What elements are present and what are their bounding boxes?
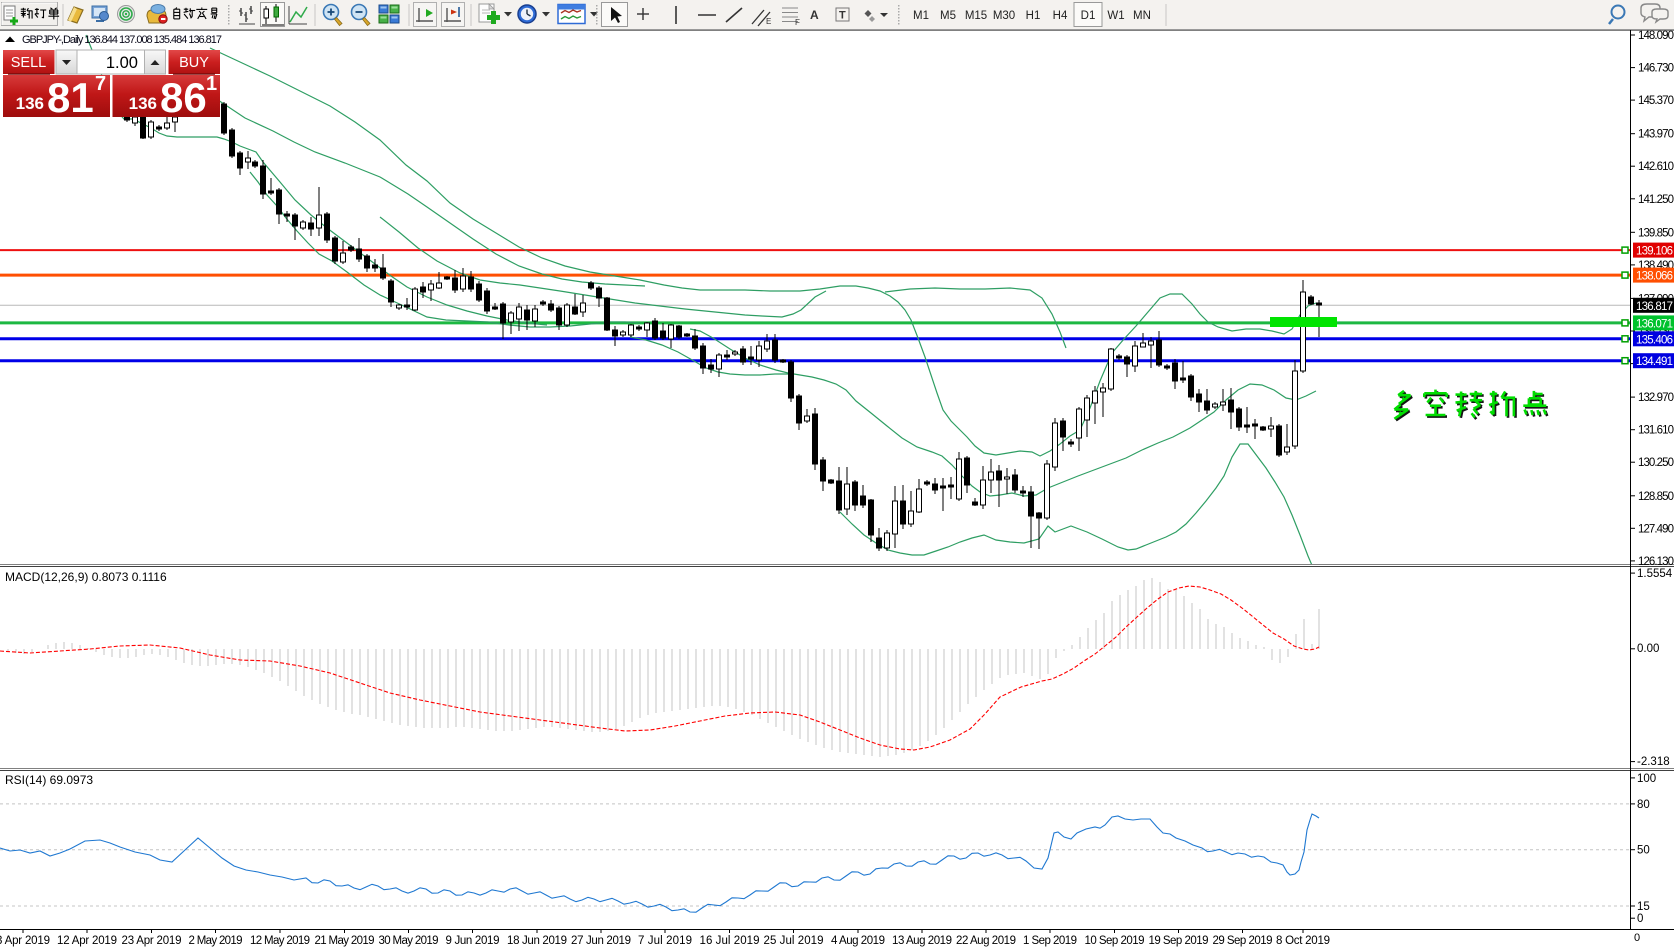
svg-text:M1: M1 [913,10,929,22]
svg-text:D1: D1 [1081,10,1096,22]
svg-text:0.00: 0.00 [1637,643,1659,655]
svg-text:H1: H1 [1026,10,1041,22]
svg-text:131.610: 131.610 [1638,425,1674,437]
svg-text:1.00: 1.00 [106,54,138,72]
svg-text:13 Aug 2019: 13 Aug 2019 [892,935,952,947]
svg-text:127.490: 127.490 [1638,523,1674,535]
svg-text:W1: W1 [1107,10,1124,22]
svg-text:145.370: 145.370 [1638,95,1674,107]
svg-text:139.106: 139.106 [1636,246,1673,258]
svg-text:15: 15 [1637,901,1650,913]
svg-text:1.5554: 1.5554 [1637,568,1673,580]
svg-text:23 Apr 2019: 23 Apr 2019 [122,935,182,947]
svg-text:A: A [810,8,819,22]
svg-text:18 Jun 2019: 18 Jun 2019 [507,935,567,947]
svg-text:29 Sep 2019: 29 Sep 2019 [1213,935,1273,947]
svg-text:1: 1 [206,73,217,95]
svg-text:50: 50 [1637,845,1650,857]
svg-text:128.850: 128.850 [1638,491,1674,503]
svg-text:136.817: 136.817 [1636,301,1673,313]
svg-text:0: 0 [1637,913,1643,925]
svg-text:136: 136 [129,94,157,113]
svg-text:132.970: 132.970 [1638,392,1674,404]
svg-text:GBPJPY-,Daily 136.844 137.008: GBPJPY-,Daily 136.844 137.008 135.484 13… [22,34,222,46]
svg-text:100: 100 [1637,773,1656,785]
svg-text:M5: M5 [940,10,956,22]
svg-text:M15: M15 [965,10,987,22]
svg-text:H4: H4 [1053,10,1068,22]
svg-text:3 Apr 2019: 3 Apr 2019 [0,935,50,947]
svg-text:4 Aug 2019: 4 Aug 2019 [831,935,885,947]
svg-text:130.250: 130.250 [1638,457,1674,469]
svg-text:139.850: 139.850 [1638,227,1674,239]
svg-text:-2.318: -2.318 [1637,756,1670,768]
svg-text:16 Jul 2019: 16 Jul 2019 [700,935,760,947]
svg-text:136.071: 136.071 [1636,318,1673,330]
svg-text:7 Jul 2019: 7 Jul 2019 [638,935,692,947]
svg-text:19 Sep 2019: 19 Sep 2019 [1149,935,1209,947]
svg-text:81: 81 [47,74,94,121]
svg-text:8 Oct 2019: 8 Oct 2019 [1276,935,1330,947]
svg-text:138.066: 138.066 [1636,271,1673,283]
svg-text:RSI(14) 69.0973: RSI(14) 69.0973 [5,773,93,787]
svg-text:MN: MN [1133,10,1151,22]
svg-text:1 Sep 2019: 1 Sep 2019 [1023,935,1077,947]
svg-text:25 Jul 2019: 25 Jul 2019 [764,935,824,947]
svg-text:7: 7 [95,73,106,95]
svg-text:136: 136 [16,94,44,113]
svg-text:27 Jun 2019: 27 Jun 2019 [571,935,631,947]
svg-text:9 Jun 2019: 9 Jun 2019 [446,935,500,947]
svg-text:10 Sep 2019: 10 Sep 2019 [1085,935,1145,947]
svg-text:12 May 2019: 12 May 2019 [250,935,310,947]
svg-text:148.090: 148.090 [1638,30,1674,42]
svg-text:MACD(12,26,9) 0.8073 0.1116: MACD(12,26,9) 0.8073 0.1116 [5,570,167,584]
svg-text:F: F [795,18,800,27]
svg-text:12 Apr 2019: 12 Apr 2019 [57,935,117,947]
svg-text:126.130: 126.130 [1638,556,1674,568]
svg-text:142.610: 142.610 [1638,161,1674,173]
svg-text:135.406: 135.406 [1636,334,1673,346]
svg-text:BUY: BUY [179,55,209,71]
svg-text:143.970: 143.970 [1638,129,1674,141]
svg-text:E: E [766,17,771,26]
svg-text:141.250: 141.250 [1638,194,1674,206]
svg-text:146.730: 146.730 [1638,63,1674,75]
svg-text:134.491: 134.491 [1636,356,1673,368]
svg-text:30 May 2019: 30 May 2019 [379,935,439,947]
svg-text:22 Aug 2019: 22 Aug 2019 [956,935,1016,947]
svg-text:80: 80 [1637,799,1650,811]
svg-text:SELL: SELL [11,55,46,71]
svg-text:T: T [839,10,846,22]
svg-text:21 May 2019: 21 May 2019 [315,935,375,947]
svg-text:0: 0 [1634,932,1640,944]
svg-text:M30: M30 [993,10,1015,22]
svg-text:2 May 2019: 2 May 2019 [189,935,243,947]
svg-text:86: 86 [160,74,207,121]
